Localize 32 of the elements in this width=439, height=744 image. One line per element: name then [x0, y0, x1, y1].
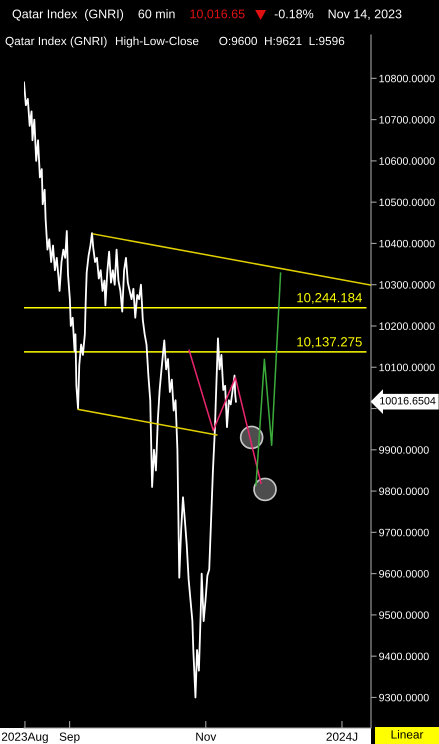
chart-subtitle: 60 min: [138, 9, 175, 18]
ref-line-label: 10,244.184: [297, 293, 362, 304]
text: Nov 14, 2023: [328, 10, 402, 20]
y-tick-label: 9500.0000: [379, 611, 429, 619]
y-tick-label: 9600.0000: [379, 570, 429, 578]
y-tick-label: 10200.0000: [379, 322, 435, 330]
annotation: O:9600 H:9621 L:9596: [219, 36, 344, 46]
y-tick-label: 9800.0000: [379, 487, 429, 496]
x-tick-label: Sep: [60, 732, 80, 744]
x-tick-label: Nov: [196, 732, 216, 741]
y-tick-label: 9900.0000: [379, 446, 429, 454]
y-tick-label: 10700.0000: [379, 116, 435, 124]
ref-line-label: 10,137.275: [297, 337, 362, 348]
text: Qatar Index (GNRI): [6, 36, 107, 48]
y-tick-label: 10100.0000: [379, 364, 435, 372]
y-tick-label: 10400.0000: [379, 240, 435, 248]
y-tick-label: 10300.0000: [379, 281, 435, 289]
text: -0.18%: [274, 10, 314, 18]
y-tick-label: 10600.0000: [379, 157, 435, 165]
text: 10,016.65: [190, 10, 245, 20]
x-tick-label: 2023Aug: [2, 732, 48, 744]
y-tick-label: 9400.0000: [379, 652, 429, 660]
text: Linear: [392, 730, 424, 739]
y-tick-label: 9300.0000: [379, 694, 429, 702]
y-tick-label: 10800.0000: [379, 74, 435, 82]
x-tick-label: 2024J: [326, 732, 358, 741]
annotation: High-Low-Close: [116, 36, 198, 48]
y-tick-label: 10500.0000: [379, 198, 435, 206]
line-series: [24, 82, 237, 698]
chart-title: Qatar Index (GNRI): [12, 9, 124, 21]
y-tick-label: 9700.0000: [379, 528, 429, 536]
text: 10016.6504: [380, 396, 436, 405]
